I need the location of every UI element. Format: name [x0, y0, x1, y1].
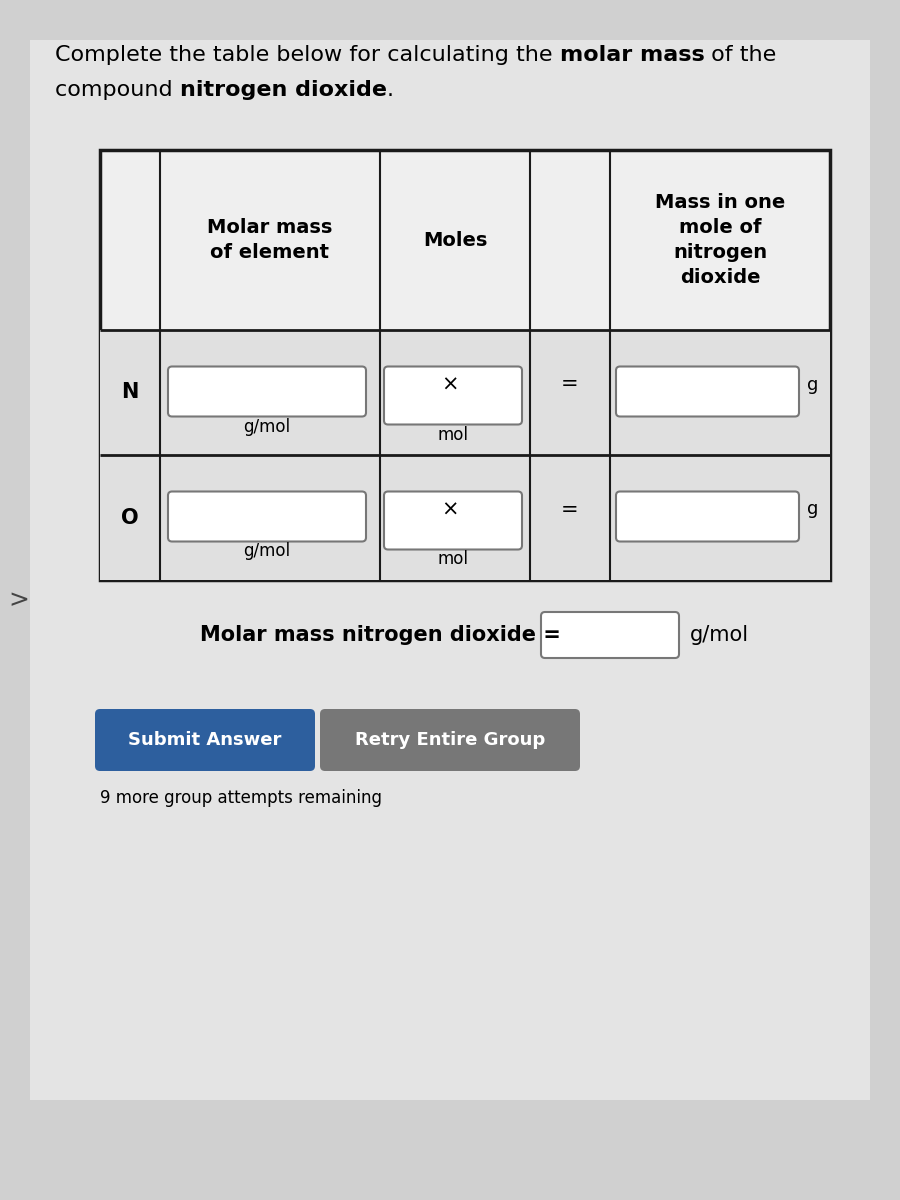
Text: Molar mass nitrogen dioxide =: Molar mass nitrogen dioxide =: [200, 625, 561, 646]
FancyBboxPatch shape: [616, 366, 799, 416]
Text: g/mol: g/mol: [243, 542, 291, 560]
Text: g/mol: g/mol: [690, 625, 749, 646]
Text: nitrogen dioxide: nitrogen dioxide: [180, 80, 387, 100]
FancyBboxPatch shape: [320, 709, 580, 770]
Text: Molar mass
of element: Molar mass of element: [207, 218, 333, 262]
Text: Moles: Moles: [423, 230, 487, 250]
FancyBboxPatch shape: [95, 709, 315, 770]
Text: N: N: [122, 383, 139, 402]
Text: >: >: [8, 588, 29, 612]
FancyBboxPatch shape: [30, 40, 870, 1100]
FancyBboxPatch shape: [100, 330, 830, 455]
FancyBboxPatch shape: [100, 455, 830, 580]
FancyBboxPatch shape: [100, 150, 830, 580]
Text: Submit Answer: Submit Answer: [129, 731, 282, 749]
Text: .: .: [387, 80, 394, 100]
Text: g: g: [807, 376, 818, 394]
FancyBboxPatch shape: [384, 492, 522, 550]
FancyBboxPatch shape: [384, 366, 522, 425]
Text: ×: ×: [441, 499, 459, 520]
Text: Retry Entire Group: Retry Entire Group: [355, 731, 545, 749]
Text: g/mol: g/mol: [243, 418, 291, 436]
FancyBboxPatch shape: [168, 492, 366, 541]
Text: compound: compound: [55, 80, 180, 100]
Text: 9 more group attempts remaining: 9 more group attempts remaining: [100, 790, 382, 806]
Text: Complete the table below for calculating the: Complete the table below for calculating…: [55, 44, 560, 65]
FancyBboxPatch shape: [168, 366, 366, 416]
Text: ×: ×: [441, 374, 459, 395]
Text: O: O: [122, 508, 139, 528]
Text: molar mass: molar mass: [560, 44, 705, 65]
Text: g: g: [807, 500, 818, 518]
Text: mol: mol: [437, 551, 469, 569]
Text: =: =: [562, 374, 579, 395]
Text: Mass in one
mole of
nitrogen
dioxide: Mass in one mole of nitrogen dioxide: [655, 193, 785, 287]
FancyBboxPatch shape: [616, 492, 799, 541]
Text: of the: of the: [705, 44, 777, 65]
Text: =: =: [562, 499, 579, 520]
FancyBboxPatch shape: [541, 612, 679, 658]
Text: mol: mol: [437, 426, 469, 444]
